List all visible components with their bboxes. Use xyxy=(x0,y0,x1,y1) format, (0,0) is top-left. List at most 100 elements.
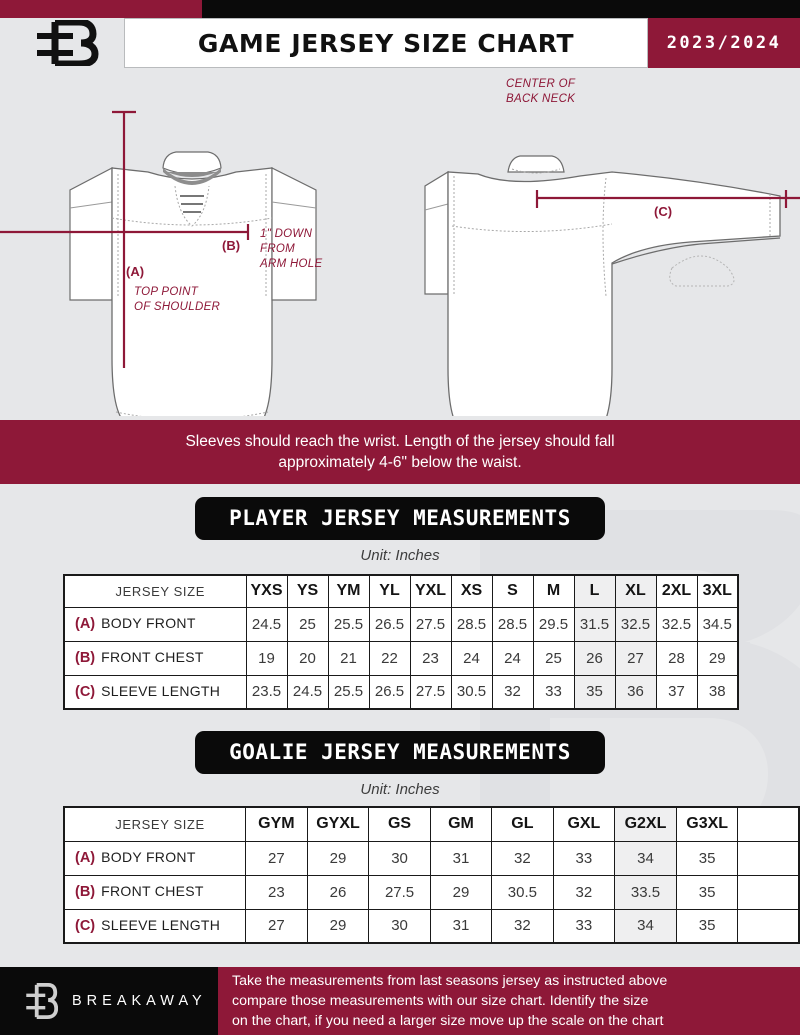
measurement-cell: 32 xyxy=(491,908,554,944)
measurement-cell: 27.5 xyxy=(368,874,431,910)
measurement-cell: 26.5 xyxy=(368,606,411,642)
player-measurements-table-block: JERSEY SIZE YXS YS YM YL YXL XS S M L XL 2XL 3XL (A) B… xyxy=(63,574,739,710)
column-header-yl: YL xyxy=(368,574,411,608)
measurement-cell: 32 xyxy=(552,874,616,910)
footer-line-1: Take the measurements from last seasons … xyxy=(232,973,668,989)
measurement-cell: 30.5 xyxy=(450,674,493,710)
row-tag: (A) xyxy=(75,616,96,632)
column-header-l: L xyxy=(573,574,616,608)
column-header-s: S xyxy=(491,574,534,608)
measurement-cell: 25 xyxy=(532,640,575,676)
row-name: BODY FRONT xyxy=(101,849,196,865)
measurement-cell: 31 xyxy=(429,908,493,944)
note-line-2: approximately 4-6" below the waist. xyxy=(278,454,522,471)
measurement-cell: 30 xyxy=(368,908,431,944)
measurement-cell: 33 xyxy=(552,908,616,944)
column-header-ym: YM xyxy=(327,574,370,608)
measurement-cell: 33.5 xyxy=(614,874,677,910)
measurement-cell: 29 xyxy=(306,908,370,944)
measurement-cell: 35 xyxy=(573,674,616,710)
row-label-sleeve-length: (C) SLEEVE LENGTH xyxy=(63,908,247,944)
measurement-cell-empty xyxy=(737,874,800,910)
goalie-measurements-table: JERSEY SIZE GYM GYXL GS GM GL GXL G2XL G3XL (A) BO… xyxy=(63,806,800,944)
measurement-cell: 28 xyxy=(655,640,698,676)
diagram-tag-c: (C) xyxy=(654,204,672,219)
top-accent-strip xyxy=(0,0,800,18)
column-header-xs: XS xyxy=(450,574,493,608)
row-label-body-front: (A) BODY FRONT xyxy=(63,840,247,876)
column-header-gxl: GXL xyxy=(552,806,616,842)
row-name: BODY FRONT xyxy=(101,615,196,631)
header-logo xyxy=(18,18,122,68)
column-header-gs: GS xyxy=(368,806,431,842)
table-header-row: JERSEY SIZE GYM GYXL GS GM GL GXL G2XL G3XL xyxy=(63,806,800,842)
column-header-2xl: 2XL xyxy=(655,574,698,608)
measurement-cell: 23.5 xyxy=(245,674,288,710)
season-year-label: 2023/2024 xyxy=(666,33,782,53)
row-label-sleeve-length: (C) SLEEVE LENGTH xyxy=(63,674,247,710)
measurement-cell: 35 xyxy=(675,874,739,910)
goalie-unit-label: Unit: Inches xyxy=(360,781,440,798)
row-name: SLEEVE LENGTH xyxy=(101,682,221,699)
row-tag: (A) xyxy=(75,850,96,866)
breakaway-b-logo-icon xyxy=(37,20,99,66)
measurement-cell: 32 xyxy=(491,840,554,876)
row-tag: (C) xyxy=(75,683,96,700)
measurement-cell: 28.5 xyxy=(491,606,534,642)
measurement-cell: 32.5 xyxy=(614,606,657,642)
note-line-1: Sleeves should reach the wrist. Length o… xyxy=(185,433,615,450)
goalie-section-heading: GOALIE JERSEY MEASUREMENTS Unit: Inches xyxy=(0,731,800,798)
measurement-cell: 33 xyxy=(552,840,616,876)
measurement-cell: 32.5 xyxy=(655,606,698,642)
measurement-cell: 37 xyxy=(655,674,698,710)
diagram-tag-a: (A) xyxy=(126,264,144,279)
diagram-a-desc-line2: OF SHOULDER xyxy=(134,301,220,313)
measurement-cell: 23 xyxy=(245,874,308,910)
table-row: (B) FRONT CHEST 23 26 27.5 29 30.5 32 33.5 35 xyxy=(63,874,800,910)
column-header-ys: YS xyxy=(286,574,329,608)
top-strip-maroon-segment xyxy=(0,0,202,18)
row-name: FRONT CHEST xyxy=(101,883,204,899)
footer-line-3: on the chart, if you need a larger size … xyxy=(232,1013,664,1029)
diagram-c-desc-line1: CENTER OF xyxy=(506,78,576,90)
measurement-cell: 27.5 xyxy=(409,674,452,710)
measure-line-b xyxy=(0,224,250,240)
measurement-cell: 26 xyxy=(306,874,370,910)
column-header-m: M xyxy=(532,574,575,608)
diagram-b-desc-line3: ARM HOLE xyxy=(259,258,322,270)
measurement-cell: 38 xyxy=(696,674,739,710)
measurement-cell: 31.5 xyxy=(573,606,616,642)
measurement-cell: 34 xyxy=(614,908,677,944)
diagram-c-desc-line2: BACK NECK xyxy=(506,93,576,105)
goalie-section-pill: GOALIE JERSEY MEASUREMENTS xyxy=(195,731,605,774)
table-row: (C) SLEEVE LENGTH 23.5 24.5 25.5 26.5 27.5 30.5… xyxy=(63,674,739,710)
column-header-gyxl: GYXL xyxy=(306,806,370,842)
column-header-gym: GYM xyxy=(245,806,308,842)
page-header: GAME JERSEY SIZE CHART 2023/2024 xyxy=(0,18,800,68)
measurement-cell: 27 xyxy=(614,640,657,676)
measurement-cell: 31 xyxy=(429,840,493,876)
measurement-cell: 27.5 xyxy=(409,606,452,642)
table-row: (A) BODY FRONT 27 29 30 31 32 33 34 35 xyxy=(63,840,800,876)
breakaway-b-logo-icon xyxy=(26,982,58,1020)
row-name: FRONT CHEST xyxy=(101,649,204,665)
measurement-cell: 35 xyxy=(675,908,739,944)
measurement-cell: 21 xyxy=(327,640,370,676)
player-measurements-table: JERSEY SIZE YXS YS YM YL YXL XS S M L XL 2XL 3XL (A) B… xyxy=(63,574,739,710)
measurement-cell: 35 xyxy=(675,840,739,876)
goalie-section-title: GOALIE JERSEY MEASUREMENTS xyxy=(229,740,571,764)
footer-instructions: Take the measurements from last seasons … xyxy=(218,967,800,1035)
measurement-cell: 24 xyxy=(450,640,493,676)
measurement-cell: 26.5 xyxy=(368,674,411,710)
column-header-g3xl: G3XL xyxy=(675,806,739,842)
diagram-b-desc-line2: FROM xyxy=(260,243,295,255)
column-header-xl: XL xyxy=(614,574,657,608)
measure-line-a xyxy=(112,110,136,368)
measurement-cell: 29 xyxy=(696,640,739,676)
measuring-note-band: Sleeves should reach the wrist. Length o… xyxy=(0,420,800,484)
measurement-cell: 19 xyxy=(245,640,288,676)
row-tag: (B) xyxy=(75,650,96,666)
measurement-cell: 30.5 xyxy=(491,874,554,910)
column-header-jersey-size: JERSEY SIZE xyxy=(63,574,247,608)
measurement-cell: 25.5 xyxy=(327,674,370,710)
